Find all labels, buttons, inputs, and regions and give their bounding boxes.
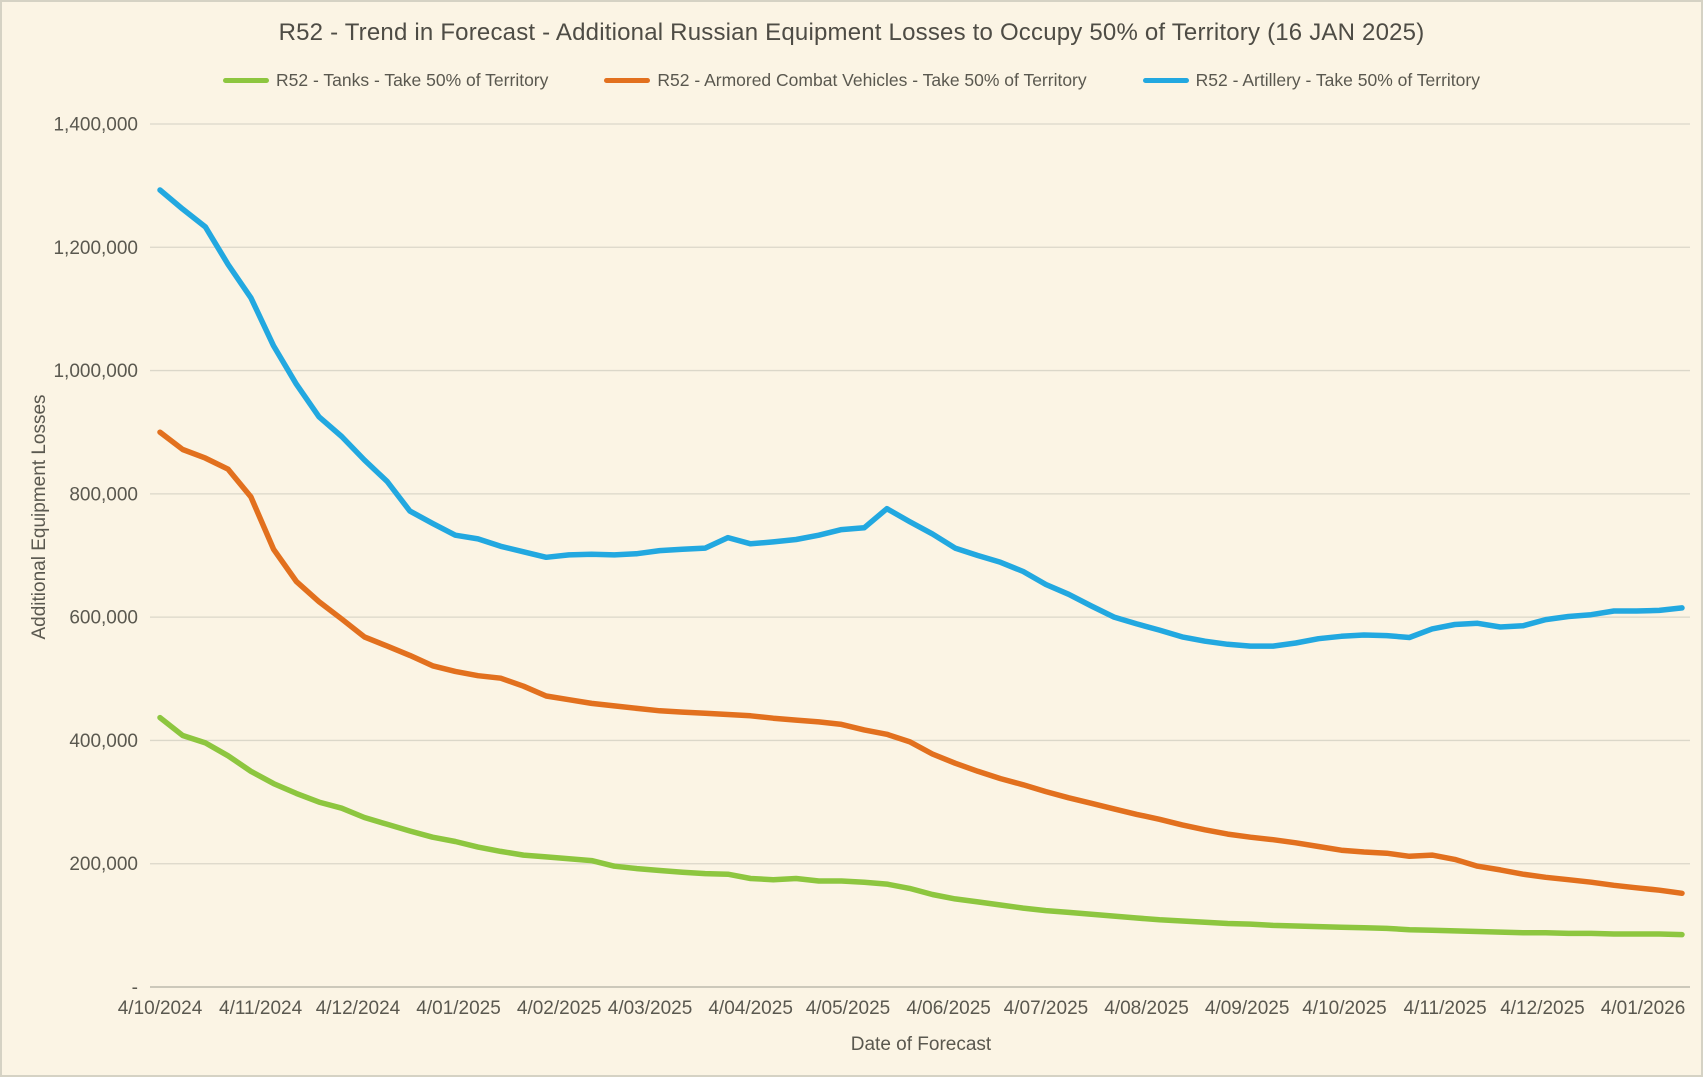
x-tick-label: 4/07/2025 xyxy=(1004,998,1089,1019)
y-tick-label: 600,000 xyxy=(69,608,138,629)
y-tick-label: 200,000 xyxy=(69,854,138,875)
series-line-tanks xyxy=(157,714,1685,938)
x-tick-label: 4/09/2025 xyxy=(1205,998,1290,1019)
x-tick-label: 4/11/2025 xyxy=(1404,998,1487,1019)
legend-swatch-tanks-icon xyxy=(223,78,270,83)
x-tick-label: 4/12/2025 xyxy=(1500,998,1585,1019)
x-tick-label: 4/08/2025 xyxy=(1104,998,1189,1019)
legend-label-artillery: R52 - Artillery - Take 50% of Territory xyxy=(1195,70,1480,90)
x-tick-label: 4/04/2025 xyxy=(708,998,793,1019)
legend-item-tanks: R52 - Tanks - Take 50% of Territory xyxy=(223,70,548,91)
legend-label-armored-combat-vehicles: R52 - Armored Combat Vehicles - Take 50%… xyxy=(657,70,1087,90)
series-line-artillery xyxy=(157,187,1685,649)
legend-swatch-artillery-icon xyxy=(1142,78,1189,83)
legend-item-artillery: R52 - Artillery - Take 50% of Territory xyxy=(1142,70,1480,91)
y-tick-label: - xyxy=(132,978,138,999)
x-tick-label: 4/01/2025 xyxy=(416,998,501,1019)
x-tick-label: 4/12/2024 xyxy=(316,998,401,1019)
legend-item-armored-combat-vehicles: R52 - Armored Combat Vehicles - Take 50%… xyxy=(604,70,1087,91)
x-tick-label: 4/05/2025 xyxy=(806,998,891,1019)
x-tick-label: 4/02/2025 xyxy=(517,998,602,1019)
legend-label-tanks: R52 - Tanks - Take 50% of Territory xyxy=(276,70,549,90)
x-axis-title: Date of Forecast xyxy=(850,1034,992,1055)
legend: R52 - Tanks - Take 50% of Territory R52 … xyxy=(2,70,1701,91)
legend-swatch-armored-combat-vehicles-icon xyxy=(604,78,651,83)
x-tick-label: 4/01/2026 xyxy=(1601,998,1686,1019)
series-line-armored-combat-vehicles xyxy=(157,429,1685,897)
y-tick-label: 800,000 xyxy=(69,484,138,505)
y-tick-label: 400,000 xyxy=(69,731,138,752)
x-tick-label: 4/11/2024 xyxy=(219,998,303,1019)
x-tick-label: 4/10/2024 xyxy=(118,998,203,1019)
y-tick-label: 1,200,000 xyxy=(53,238,138,259)
y-tick-label: 1,400,000 xyxy=(53,115,138,136)
y-tick-label: 1,000,000 xyxy=(53,361,138,382)
x-tick-label: 4/06/2025 xyxy=(906,998,991,1019)
x-tick-label: 4/03/2025 xyxy=(608,998,693,1019)
chart-title: R52 - Trend in Forecast - Additional Rus… xyxy=(278,19,1425,46)
x-tick-label: 4/10/2025 xyxy=(1302,998,1387,1019)
